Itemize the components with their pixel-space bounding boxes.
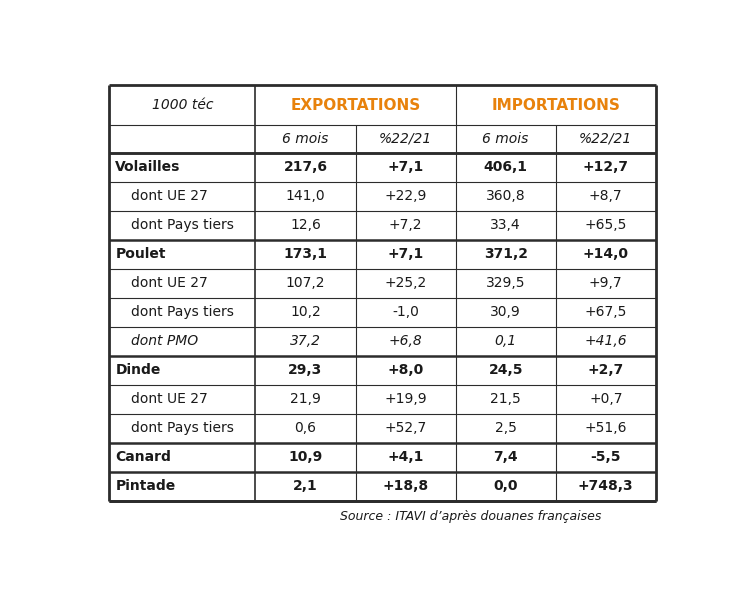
Text: Dinde: Dinde [115, 364, 161, 377]
Text: %22/21: %22/21 [379, 132, 433, 146]
Text: +748,3: +748,3 [578, 479, 633, 493]
Text: +19,9: +19,9 [384, 392, 427, 406]
Text: Canard: Canard [115, 450, 171, 465]
Text: +12,7: +12,7 [583, 160, 629, 174]
Text: +67,5: +67,5 [585, 305, 627, 319]
Text: 33,4: 33,4 [490, 218, 521, 233]
Text: +4,1: +4,1 [388, 450, 424, 465]
Text: 2,1: 2,1 [293, 479, 317, 493]
Text: 6 mois: 6 mois [282, 132, 329, 146]
Text: +25,2: +25,2 [385, 276, 427, 290]
Text: EXPORTATIONS: EXPORTATIONS [291, 97, 421, 113]
Text: +18,8: +18,8 [382, 479, 429, 493]
Text: +41,6: +41,6 [584, 334, 627, 348]
Text: dont Pays tiers: dont Pays tiers [131, 305, 234, 319]
Text: +7,1: +7,1 [388, 247, 424, 261]
Text: +2,7: +2,7 [588, 364, 624, 377]
Text: -1,0: -1,0 [392, 305, 419, 319]
Text: Source : ITAVI d’après douanes françaises: Source : ITAVI d’après douanes française… [341, 510, 601, 523]
Text: 141,0: 141,0 [285, 189, 325, 203]
Text: dont UE 27: dont UE 27 [131, 392, 208, 406]
Text: +22,9: +22,9 [385, 189, 427, 203]
Text: 6 mois: 6 mois [483, 132, 529, 146]
Text: +7,2: +7,2 [388, 218, 422, 233]
Text: dont Pays tiers: dont Pays tiers [131, 218, 234, 233]
Text: dont PMO: dont PMO [131, 334, 198, 348]
Text: 24,5: 24,5 [489, 364, 523, 377]
Text: 37,2: 37,2 [290, 334, 321, 348]
Text: 173,1: 173,1 [283, 247, 327, 261]
Text: +8,7: +8,7 [589, 189, 622, 203]
Text: 0,0: 0,0 [494, 479, 518, 493]
Text: dont Pays tiers: dont Pays tiers [131, 421, 234, 435]
Text: Poulet: Poulet [115, 247, 166, 261]
Text: +7,1: +7,1 [388, 160, 424, 174]
Text: 406,1: 406,1 [483, 160, 527, 174]
Text: +14,0: +14,0 [583, 247, 629, 261]
Text: 12,6: 12,6 [290, 218, 321, 233]
Text: 371,2: 371,2 [483, 247, 527, 261]
Text: 107,2: 107,2 [285, 276, 325, 290]
Text: 217,6: 217,6 [283, 160, 327, 174]
Text: 360,8: 360,8 [486, 189, 525, 203]
Text: 7,4: 7,4 [493, 450, 518, 465]
Text: 1000 téc: 1000 téc [152, 98, 213, 112]
Text: dont UE 27: dont UE 27 [131, 189, 208, 203]
Text: 329,5: 329,5 [486, 276, 525, 290]
Text: 21,9: 21,9 [290, 392, 321, 406]
Text: 10,2: 10,2 [290, 305, 320, 319]
Text: 2,5: 2,5 [495, 421, 517, 435]
Text: Volailles: Volailles [115, 160, 181, 174]
Text: 30,9: 30,9 [490, 305, 521, 319]
Text: +9,7: +9,7 [589, 276, 622, 290]
Text: +52,7: +52,7 [385, 421, 427, 435]
Text: 10,9: 10,9 [288, 450, 323, 465]
Text: dont UE 27: dont UE 27 [131, 276, 208, 290]
Text: 0,1: 0,1 [495, 334, 517, 348]
Text: +51,6: +51,6 [584, 421, 627, 435]
Text: 21,5: 21,5 [490, 392, 521, 406]
Text: 0,6: 0,6 [294, 421, 317, 435]
Text: +8,0: +8,0 [388, 364, 424, 377]
Text: +65,5: +65,5 [585, 218, 627, 233]
Text: %22/21: %22/21 [579, 132, 633, 146]
Text: -5,5: -5,5 [590, 450, 621, 465]
Text: 29,3: 29,3 [288, 364, 323, 377]
Text: +6,8: +6,8 [388, 334, 422, 348]
Text: Pintade: Pintade [115, 479, 176, 493]
Text: IMPORTATIONS: IMPORTATIONS [492, 97, 620, 113]
Text: +0,7: +0,7 [589, 392, 622, 406]
